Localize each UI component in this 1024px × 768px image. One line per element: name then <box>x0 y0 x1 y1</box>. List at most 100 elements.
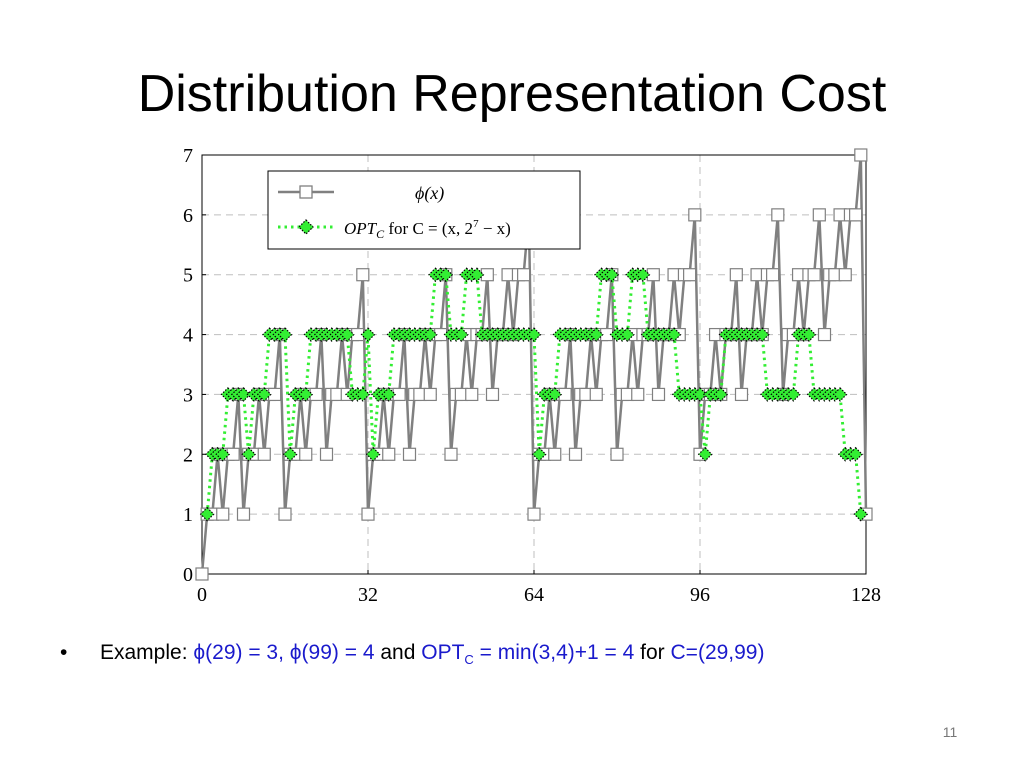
x-tick-label: 96 <box>690 584 710 606</box>
legend-opt-rest: for C = (x, 2 <box>384 219 473 238</box>
x-tick-label: 0 <box>197 584 207 606</box>
y-tick-label: 5 <box>183 265 193 287</box>
phi-point <box>683 268 697 282</box>
opt-point <box>365 446 381 462</box>
phi-point <box>688 208 702 222</box>
phi-point <box>278 507 292 521</box>
opt-point <box>469 267 485 283</box>
phi-point <box>812 208 826 222</box>
opt-point <box>635 267 651 283</box>
opt-point <box>360 327 376 342</box>
phi-point <box>771 208 785 222</box>
opt-point <box>215 446 231 462</box>
phi-point <box>465 387 479 402</box>
opt-point <box>454 327 469 342</box>
phi-point <box>319 447 334 461</box>
x-tick-label: 64 <box>524 584 544 606</box>
legend-opt-label: OPTC for C = (x, 27 − x) <box>344 218 511 241</box>
plot-frame <box>201 154 867 575</box>
x-tick-label: 32 <box>358 584 378 606</box>
phi-point <box>838 268 852 282</box>
bullet-opt: OPTC = min(3,4)+1 = 4 <box>421 641 635 668</box>
opt-point <box>355 387 371 402</box>
opt-point <box>754 327 770 342</box>
bullet-marker: • <box>60 641 68 664</box>
opt-point <box>604 267 620 283</box>
x-tick-label: 128 <box>851 584 881 606</box>
phi-point <box>610 447 624 461</box>
opt-point <box>832 387 848 402</box>
phi-point <box>299 447 313 461</box>
phi-point <box>527 507 541 521</box>
bullet-c-pair: C=(29,99) <box>670 641 765 664</box>
bullet-opt-sub: C <box>464 652 474 668</box>
phi-point <box>766 268 780 282</box>
opt-point <box>666 327 682 342</box>
phi-point <box>382 447 396 461</box>
phi-point <box>257 447 271 461</box>
phi-point <box>356 268 370 282</box>
legend-opt-sup: 7 <box>473 218 479 230</box>
opt-point <box>588 327 604 342</box>
series-layer <box>195 148 873 581</box>
y-tick-label: 2 <box>183 444 193 466</box>
opt-point <box>438 267 454 283</box>
phi-point <box>849 208 863 222</box>
opt-point <box>381 387 397 402</box>
opt-point <box>277 327 293 342</box>
legend-phi-label: ϕ(x) <box>415 183 444 204</box>
example-bullet: • Example: ϕ(29) = 3, ϕ(99) = 4 and OPTC … <box>60 638 764 675</box>
opt-point <box>713 387 729 402</box>
phi-point <box>195 567 209 581</box>
phi-point <box>734 387 749 402</box>
opt-point <box>241 446 257 462</box>
phi-point <box>216 507 230 521</box>
bullet-phi-values: ϕ(29) = 3, ϕ(99) = 4 <box>193 641 375 664</box>
bullet-opt-rest: = min(3,4)+1 = 4 <box>479 641 635 664</box>
phi-point <box>423 387 437 402</box>
phi-point <box>568 447 583 461</box>
phi-point <box>236 507 251 521</box>
bullet-opt-base: OPT <box>421 641 465 664</box>
phi-point <box>807 268 821 282</box>
legend-box <box>267 170 581 250</box>
page-number: 11 <box>942 724 958 740</box>
legend-opt-marker <box>298 219 314 235</box>
phi-point <box>631 387 645 402</box>
bullet-and: and <box>380 641 416 664</box>
phi-point <box>444 447 458 461</box>
legend-phi-marker <box>299 185 313 199</box>
opt-point <box>282 446 298 462</box>
axis-tick-labels: 0 1 2 3 4 5 6 7 0 32 64 96 128 <box>183 145 881 606</box>
phi-point <box>729 268 743 282</box>
y-tick-label: 7 <box>183 145 193 167</box>
legend-opt-base: OPT <box>344 219 378 238</box>
bullet-prefix: Example: <box>100 641 188 664</box>
phi-point <box>361 507 375 521</box>
opt-point <box>199 506 215 522</box>
y-tick-label: 1 <box>183 504 193 526</box>
y-tick-label: 0 <box>183 564 193 586</box>
opt-point <box>692 387 708 402</box>
opt-point <box>853 506 869 522</box>
opt-point <box>298 387 314 402</box>
y-tick-label: 4 <box>183 325 193 347</box>
opt-point <box>801 327 817 342</box>
legend-opt-sub: C <box>376 227 385 241</box>
phi-point <box>485 387 500 402</box>
opt-point <box>697 446 713 462</box>
opt-point <box>526 327 542 342</box>
chart: 0 1 2 3 4 5 6 7 0 32 64 96 128 ϕ(x) OPTC for C = (x,… <box>183 145 881 606</box>
opt-point <box>531 446 547 462</box>
phi-point <box>817 327 832 342</box>
bullet-for: for <box>640 641 665 664</box>
y-tick-label: 6 <box>183 205 193 227</box>
opt-point <box>339 327 355 342</box>
opt-point <box>848 446 863 462</box>
phi-point <box>589 387 603 402</box>
opt-point <box>547 387 563 402</box>
y-tick-label: 3 <box>183 384 193 406</box>
legend-opt-end: − x) <box>479 219 511 238</box>
phi-point <box>517 268 531 282</box>
phi-point <box>548 447 562 461</box>
